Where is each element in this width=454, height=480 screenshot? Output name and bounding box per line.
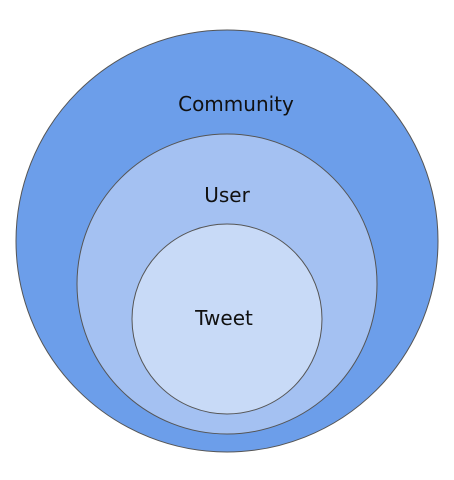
community-label: Community <box>178 92 294 116</box>
tweet-label: Tweet <box>194 306 253 330</box>
tweet-circle <box>131 223 323 415</box>
user-label: User <box>204 183 250 207</box>
